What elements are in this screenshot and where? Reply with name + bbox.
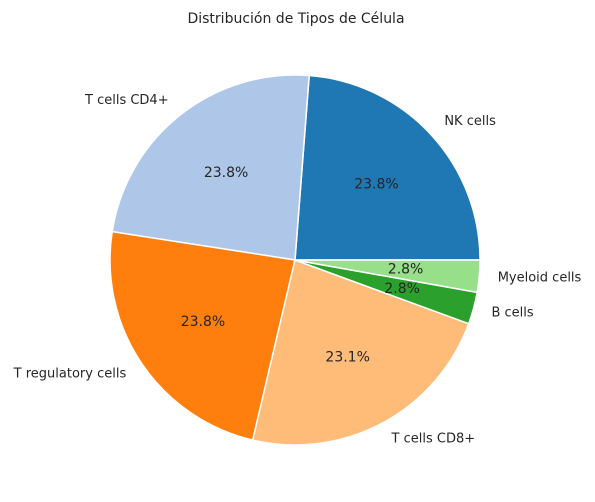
- slice-label: T cells CD8+: [391, 432, 476, 447]
- slice-percent-label: 2.8%: [388, 262, 424, 278]
- pie-slices: [109, 74, 481, 446]
- pie-slice: [251, 259, 470, 446]
- slice-label: T cells CD4+: [84, 93, 169, 108]
- slice-percent-label: 23.8%: [181, 314, 225, 330]
- pie-slice: [294, 74, 481, 261]
- pie-slice: [294, 259, 481, 294]
- slice-percent-label: 23.1%: [325, 350, 369, 366]
- chart-title: Distribución de Tipos de Célula: [187, 11, 404, 27]
- slice-label: Myeloid cells: [498, 270, 582, 285]
- pie-slice: [111, 74, 311, 261]
- slice-percent-label: 23.8%: [204, 165, 248, 181]
- pie-labels: NK cells 23.8% T cells CD4+ 23.8% T regulato…: [13, 93, 582, 447]
- slice-label: NK cells: [444, 114, 496, 129]
- slice-label: B cells: [491, 306, 533, 321]
- slice-percent-label: 23.8%: [354, 177, 398, 193]
- slice-percent-label: 2.8%: [384, 281, 420, 297]
- slice-label: T regulatory cells: [13, 366, 127, 381]
- pie-slice: [109, 230, 296, 442]
